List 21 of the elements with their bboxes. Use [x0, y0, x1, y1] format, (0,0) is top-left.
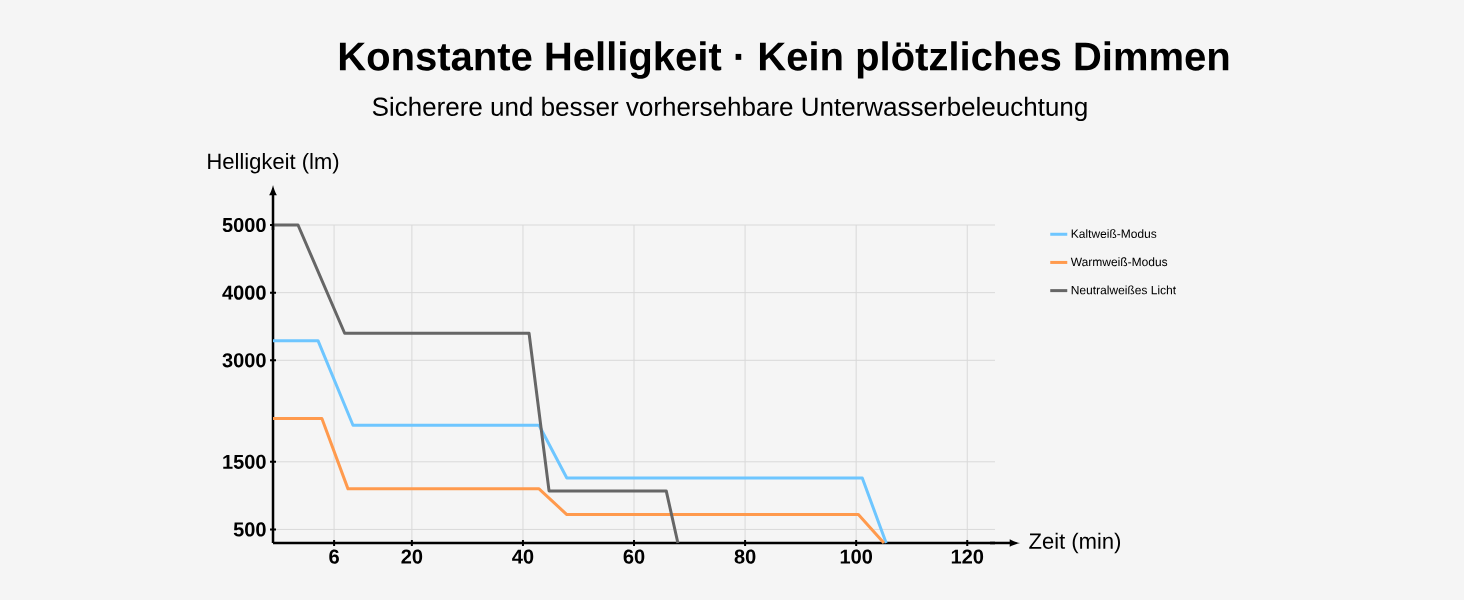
x-axis-title: Zeit (min)	[1029, 532, 1121, 554]
chart-title: Konstante Helligkeit · Kein plötzliches Dimmen	[339, 41, 1229, 79]
x-tick-label: 6	[329, 549, 339, 564]
x-tick-label: 100	[840, 549, 873, 564]
y-tick-label: 1500	[223, 454, 266, 469]
y-tick-label: 500	[233, 522, 266, 537]
y-tick-label: 5000	[222, 217, 266, 233]
y-tick-label: 3000	[222, 353, 266, 368]
legend-label: Warmweiß-Modus	[1070, 257, 1168, 267]
x-tick-label: 40	[512, 549, 534, 564]
line-series	[271, 339, 888, 545]
y-tick-label: 4000	[222, 285, 266, 300]
x-tick-label: 120	[951, 549, 984, 564]
x-tick-label: 60	[623, 549, 645, 564]
line-series	[271, 416, 886, 545]
legend-label: Neutralweißes Licht	[1071, 285, 1177, 295]
x-tick-label: 80	[734, 549, 756, 564]
legend-label: Kaltweiß-Modus	[1071, 229, 1157, 238]
y-axis-title: Helligkeit (lm)	[208, 152, 339, 174]
x-tick-label: 20	[401, 549, 423, 564]
chart-subtitle: Sicherere und besser vorhersehbare Unterwasserbeleuchtung	[372, 96, 1087, 122]
